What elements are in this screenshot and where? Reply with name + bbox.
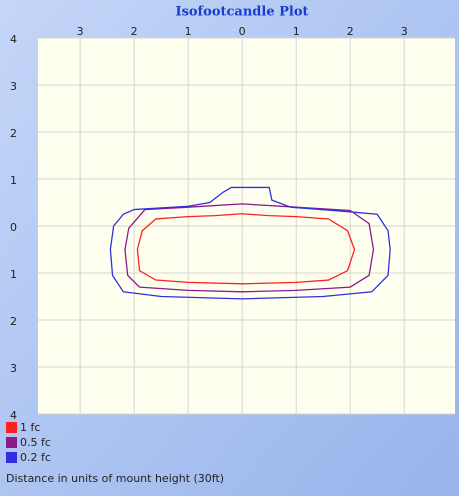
x-tick-label: 2 (131, 25, 138, 38)
y-tick-label: 1 (10, 174, 17, 187)
axis-note: Distance in units of mount height (30ft) (6, 472, 224, 485)
x-tick-label: 1 (293, 25, 300, 38)
contour-line (109, 186, 391, 300)
y-tick-label: 3 (10, 362, 17, 375)
legend-swatch (6, 422, 17, 433)
y-tick-label: 1 (10, 268, 17, 281)
legend-label: 1 fc (20, 421, 40, 434)
y-tick-label: 3 (10, 80, 17, 93)
y-tick-label: 2 (10, 127, 17, 140)
x-tick-label: 0 (239, 25, 246, 38)
y-tick-label: 0 (10, 221, 17, 234)
legend-label: 0.5 fc (20, 436, 51, 449)
y-tick-label: 4 (10, 409, 17, 422)
legend-label: 0.2 fc (20, 451, 51, 464)
y-tick-label: 2 (10, 315, 17, 328)
x-tick-label: 1 (185, 25, 192, 38)
x-tick-label: 3 (77, 25, 84, 38)
chart-title: Isofootcandle Plot (175, 5, 308, 20)
x-tick-label: 2 (347, 25, 354, 38)
contour-line (136, 213, 356, 285)
y-tick-label: 4 (10, 33, 17, 46)
legend-swatch (6, 437, 17, 448)
contour-line (124, 203, 375, 293)
legend-swatch (6, 452, 17, 463)
x-tick-label: 3 (401, 25, 408, 38)
